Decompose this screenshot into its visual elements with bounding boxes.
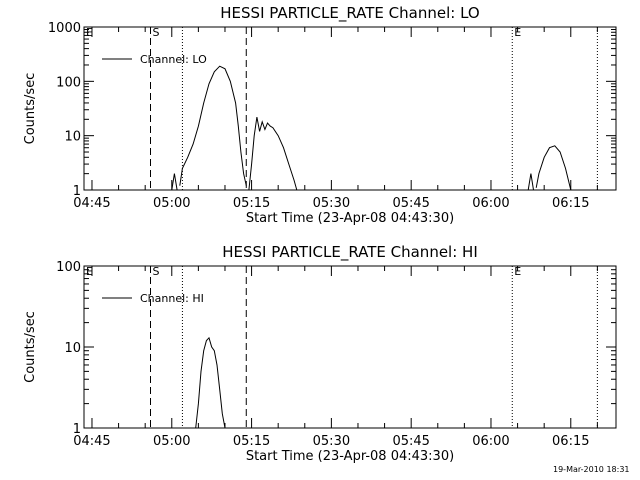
y-tick-label: 100	[56, 260, 81, 275]
event-marker-label: S	[153, 26, 160, 39]
x-tick-label: 06:15	[552, 434, 589, 449]
legend-label: Channel: HI	[140, 292, 204, 305]
series-line	[195, 336, 226, 429]
x-tick-label: 05:15	[233, 196, 270, 211]
series-line	[248, 117, 298, 191]
x-tick-label: 05:45	[392, 196, 429, 211]
y-tick-label: 1000	[48, 21, 81, 36]
chart-title: HESSI PARTICLE_RATE Channel: LO	[220, 4, 479, 23]
x-axis-label: Start Time (23-Apr-08 04:43:30)	[246, 211, 454, 226]
x-tick-label: 04:45	[73, 434, 110, 449]
series-line	[179, 65, 247, 186]
x-tick-label: 05:15	[233, 434, 270, 449]
timestamp-label: 19-Mar-2010 18:31	[553, 465, 630, 474]
series-line	[527, 173, 534, 191]
x-tick-label: 05:30	[313, 434, 350, 449]
event-marker-label: E	[86, 265, 93, 278]
x-axis-label: Start Time (23-Apr-08 04:43:30)	[246, 449, 454, 464]
x-tick-label: 04:45	[73, 196, 110, 211]
event-marker-label: E	[514, 26, 521, 39]
chart-panel-1: HESSI PARTICLE_RATE Channel: LO 1 10 100 100…	[23, 4, 617, 226]
x-tick-label: 06:00	[472, 196, 509, 211]
plot-frame	[83, 265, 617, 429]
x-tick-label: 06:00	[472, 434, 509, 449]
event-marker-label: E	[514, 265, 521, 278]
series-line	[535, 145, 572, 191]
x-tick-label: 05:30	[313, 196, 350, 211]
y-tick-label: 10	[64, 130, 81, 145]
legend-label: Channel: LO	[140, 53, 207, 66]
chart-title: HESSI PARTICLE_RATE Channel: HI	[222, 243, 478, 262]
y-tick-label: 10	[64, 341, 81, 356]
y-tick-label: 100	[56, 75, 81, 90]
series-line	[171, 173, 178, 191]
event-marker-label: S	[153, 265, 160, 278]
x-tick-label: 05:45	[392, 434, 429, 449]
x-tick-label: 05:00	[153, 196, 190, 211]
x-tick-label: 05:00	[153, 434, 190, 449]
y-tick-label: 1	[73, 184, 81, 199]
plot-frame	[83, 26, 617, 191]
event-marker-label: E	[86, 26, 93, 39]
chart-panel-2: HESSI PARTICLE_RATE Channel: HI 1 10 100 04:…	[23, 243, 617, 464]
y-tick-label: 1	[73, 422, 81, 437]
y-axis-label: Counts/sec	[23, 73, 38, 145]
y-axis-label: Counts/sec	[23, 311, 38, 383]
x-tick-label: 06:15	[552, 196, 589, 211]
